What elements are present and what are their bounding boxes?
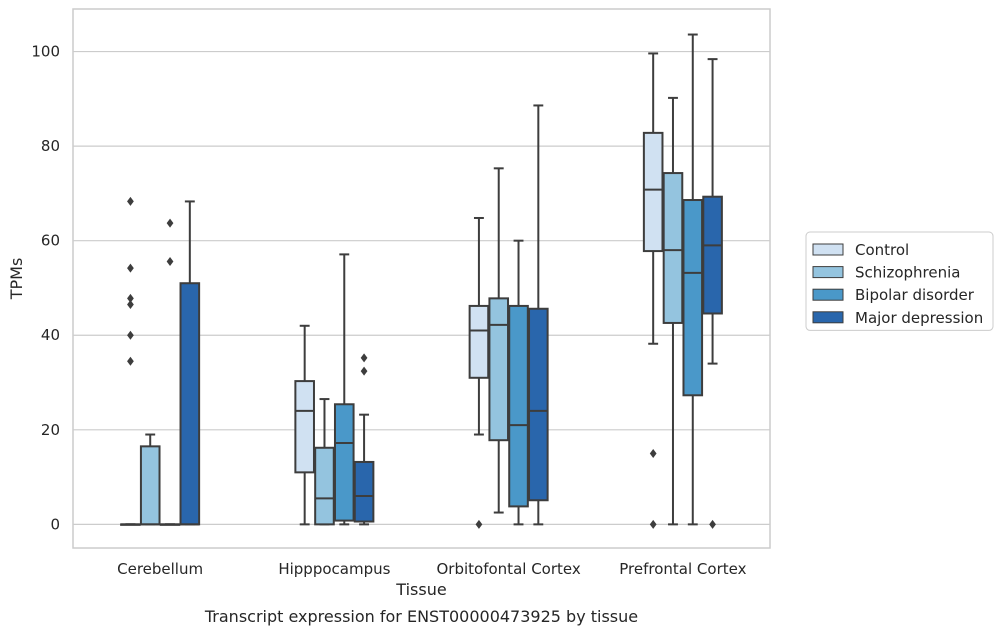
box-major-depression: [702, 58, 723, 529]
outlier-point: [649, 448, 657, 458]
box-schizophrenia: [139, 433, 161, 526]
y-tick-label: 40: [41, 326, 60, 344]
x-tick-label: Cerebellum: [117, 560, 203, 578]
box-major-depression: [528, 104, 549, 526]
y-axis-title: TPMs: [7, 258, 26, 301]
outlier-point: [127, 330, 134, 340]
box-iqr: [702, 195, 723, 315]
y-tick-label: 20: [41, 421, 60, 439]
chart-caption: Transcript expression for ENST0000047392…: [204, 607, 638, 626]
box-bipolar-disorder: [333, 253, 355, 526]
box-iqr: [468, 304, 490, 379]
legend-swatch: [812, 243, 844, 256]
legend-label: Bipolar disorder: [855, 286, 975, 304]
y-tick-label: 80: [41, 137, 60, 155]
box-schizophrenia: [662, 96, 684, 526]
box-plot-marks: [120, 33, 723, 529]
box-iqr: [528, 307, 549, 502]
x-axis-ticks: Cerebellum Hipppocampus Orbitofontal Corte…: [117, 560, 746, 578]
legend-label: Control: [855, 241, 909, 259]
y-tick-label: 60: [41, 232, 60, 250]
box-iqr: [488, 297, 510, 442]
legend-frame: [805, 231, 994, 331]
outlier-point: [709, 519, 716, 529]
box-schizophrenia: [488, 167, 510, 514]
box-iqr: [642, 131, 664, 253]
box-iqr: [333, 403, 355, 522]
box-control: [642, 52, 664, 529]
box-schizophrenia: [314, 398, 335, 526]
legend-label: Major depression: [855, 309, 983, 327]
box-iqr: [353, 460, 375, 523]
box-control: [120, 196, 141, 526]
box-major-depression: [353, 353, 375, 526]
x-tick-label: Prefrontal Cortex: [619, 560, 746, 578]
box-major-depression: [179, 200, 201, 526]
outlier-point: [166, 256, 174, 266]
outlier-point: [649, 519, 657, 529]
box-iqr: [139, 445, 161, 526]
box-control: [294, 324, 315, 526]
x-tick-label: Hipppocampus: [278, 560, 390, 578]
y-tick-label: 0: [50, 515, 60, 533]
outlier-point: [475, 519, 483, 529]
plot-frame: [72, 8, 771, 549]
legend: Control Schizophrenia Bipolar disorder Majo…: [805, 231, 994, 331]
box-iqr: [179, 282, 201, 526]
legend-label: Schizophrenia: [855, 264, 960, 282]
box-iqr: [294, 380, 315, 474]
legend-swatch: [812, 266, 844, 279]
box-iqr: [314, 446, 335, 526]
outlier-point: [127, 196, 134, 206]
y-axis-ticks: 0 20 40 60 80 100: [31, 43, 60, 534]
x-axis-title: Tissue: [395, 580, 446, 599]
box-control: [468, 216, 490, 529]
outlier-point: [360, 366, 368, 376]
box-iqr: [662, 172, 684, 324]
outlier-point: [127, 300, 134, 310]
outlier-point: [360, 353, 368, 363]
box-bipolar-disorder: [682, 33, 704, 526]
outlier-point: [166, 218, 174, 228]
box-iqr: [508, 304, 529, 508]
outlier-point: [127, 293, 134, 303]
outlier-point: [127, 263, 134, 273]
legend-swatch: [812, 311, 844, 324]
x-tick-label: Orbitofontal Cortex: [437, 560, 581, 578]
outlier-point: [127, 356, 134, 366]
y-tick-label: 100: [31, 43, 60, 61]
box-iqr: [682, 199, 704, 397]
legend-swatch: [812, 288, 844, 301]
box-bipolar-disorder: [508, 239, 529, 526]
box-bipolar-disorder: [159, 218, 181, 526]
